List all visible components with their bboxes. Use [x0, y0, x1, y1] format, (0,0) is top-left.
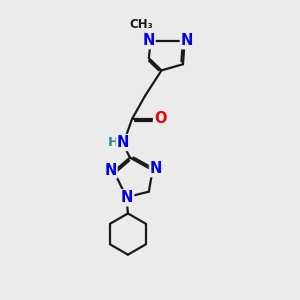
Text: N: N — [142, 33, 154, 48]
Text: N: N — [104, 163, 117, 178]
Text: N: N — [150, 161, 162, 176]
Text: N: N — [121, 190, 133, 205]
Text: H: H — [108, 136, 119, 149]
Text: O: O — [154, 111, 167, 126]
Text: CH₃: CH₃ — [130, 18, 153, 31]
Text: N: N — [181, 33, 193, 48]
Text: N: N — [117, 135, 129, 150]
